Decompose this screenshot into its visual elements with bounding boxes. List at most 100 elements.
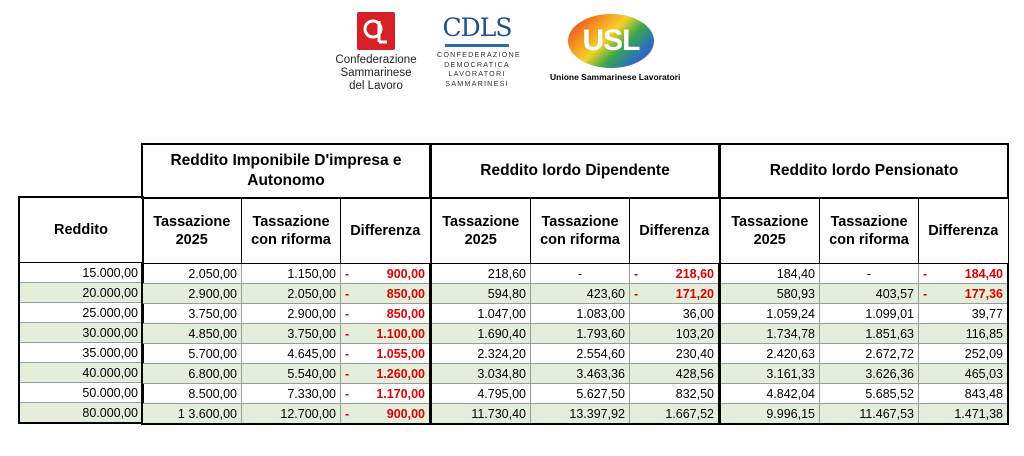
negative-sign: - bbox=[345, 326, 350, 341]
tassazione-riforma-cell: 1.150,00 bbox=[241, 263, 341, 284]
table-row: 594,80 423,60- 171,20 bbox=[430, 283, 720, 304]
tassazione-2025-cell: 1.059,24 bbox=[719, 303, 820, 324]
differenza-cell: - 900,00 bbox=[340, 263, 431, 284]
tassazione-riforma-cell: 5.685,52 bbox=[819, 383, 919, 404]
differenza-value: 1.260,00 bbox=[376, 366, 425, 381]
table-row: 15.000,00 bbox=[18, 262, 144, 283]
differenza-cell: - 1.170,00 bbox=[340, 383, 431, 404]
group-impresa-autonomo: Reddito Imponibile D'impresa e Autonomo … bbox=[141, 143, 431, 425]
csdl-name-line-3: del Lavoro bbox=[349, 80, 403, 92]
table-row: 2.050,00 1.150,00- 900,00 bbox=[141, 263, 431, 284]
reddito-cell: 15.000,00 bbox=[18, 262, 144, 283]
tassazione-riforma-cell: 403,57 bbox=[819, 283, 919, 304]
table-row: 9.996,15 11.467,53 1.471,38 bbox=[719, 403, 1009, 425]
table-row: 580,93 403,57- 177,36 bbox=[719, 283, 1009, 304]
reddito-cell: 50.000,00 bbox=[18, 382, 144, 403]
table-row: 4.795,00 5.627,50 832,50 bbox=[430, 383, 720, 404]
differenza-cell: - 850,00 bbox=[340, 303, 431, 324]
tassazione-riforma-cell: 7.330,00 bbox=[241, 383, 341, 404]
tassazione-2025-cell: 3.750,00 bbox=[141, 303, 242, 324]
usl-logo: USL Unione Sammarinese Lavoratori bbox=[550, 14, 681, 82]
differenza-value: 900,00 bbox=[386, 266, 425, 281]
table-row: 4.850,00 3.750,00- 1.100,00 bbox=[141, 323, 431, 344]
table-row: 25.000,00 bbox=[18, 302, 144, 323]
tassazione-2025-cell: 2.900,00 bbox=[141, 283, 242, 304]
differenza-cell: - 900,00 bbox=[340, 403, 431, 425]
table-row: 30.000,00 bbox=[18, 322, 144, 343]
subheader-tassazione-2025: Tassazione 2025 bbox=[430, 197, 531, 264]
subheader-tassazione-2025: Tassazione 2025 bbox=[141, 197, 242, 264]
differenza-cell: - 1.260,00 bbox=[340, 363, 431, 384]
tassazione-riforma-cell: 1.099,01 bbox=[819, 303, 919, 324]
cdls-sub-line-3: LAVORATORI bbox=[448, 69, 506, 78]
differenza-value: 184,40 bbox=[964, 266, 1003, 281]
tassazione-2025-cell: 3.034,80 bbox=[430, 363, 531, 384]
negative-sign: - bbox=[345, 306, 350, 321]
negative-sign: - bbox=[345, 366, 350, 381]
tassazione-2025-cell: 4.795,00 bbox=[430, 383, 531, 404]
table-row: 184,40- -184,40 bbox=[719, 263, 1009, 284]
differenza-cell: 252,09 bbox=[918, 343, 1009, 364]
tassazione-riforma-cell: 4.645,00 bbox=[241, 343, 341, 364]
table-row: 80.000,00 bbox=[18, 402, 144, 424]
differenza-cell: - 1.055,00 bbox=[340, 343, 431, 364]
negative-sign: - bbox=[634, 266, 639, 281]
tassazione-riforma-cell: 5.540,00 bbox=[241, 363, 341, 384]
cdls-logo: CDLS CONFEDERAZIONE DEMOCRATICA LAVORATO… bbox=[437, 14, 520, 88]
tassazione-2025-cell: 11.730,40 bbox=[430, 403, 531, 425]
usl-sub: Unione Sammarinese Lavoratori bbox=[550, 72, 681, 82]
differenza-cell: 428,56 bbox=[629, 363, 720, 384]
reddito-cell: 40.000,00 bbox=[18, 362, 144, 383]
table-row: 11.730,40 13.397,92 1.667,52 bbox=[430, 403, 720, 425]
reddito-cell: 20.000,00 bbox=[18, 282, 144, 303]
table-row: 2.900,00 2.050,00- 850,00 bbox=[141, 283, 431, 304]
negative-sign: - bbox=[345, 266, 350, 281]
differenza-cell: 230,40 bbox=[629, 343, 720, 364]
reddito-cell: 25.000,00 bbox=[18, 302, 144, 323]
differenza-value: 177,36 bbox=[964, 286, 1003, 301]
differenza-cell: 465,03 bbox=[918, 363, 1009, 384]
tassazione-2025-cell: 1 3.600,00 bbox=[141, 403, 242, 425]
table-row: 2.324,20 2.554,60 230,40 bbox=[430, 343, 720, 364]
tassazione-riforma-cell: 1.083,00 bbox=[530, 303, 630, 324]
differenza-cell: 116,85 bbox=[918, 323, 1009, 344]
tassazione-2025-cell: 2.324,20 bbox=[430, 343, 531, 364]
csdl-logo: Confederazione Sammarinese del Lavoro bbox=[330, 8, 422, 93]
negative-sign: - bbox=[923, 286, 928, 301]
tassazione-riforma-cell: 3.463,36 bbox=[530, 363, 630, 384]
table-row: 3.034,80 3.463,36 428,56 bbox=[430, 363, 720, 384]
tassazione-riforma-cell: 2.672,72 bbox=[819, 343, 919, 364]
differenza-value: 850,00 bbox=[386, 286, 425, 301]
negative-sign: - bbox=[345, 386, 350, 401]
negative-sign: - bbox=[345, 406, 350, 421]
subheader-differenza: Differenza bbox=[918, 197, 1009, 264]
table-row: 218,60- -218,60 bbox=[430, 263, 720, 284]
reddito-cell: 30.000,00 bbox=[18, 322, 144, 343]
table-row: 2.420,63 2.672,72 252,09 bbox=[719, 343, 1009, 364]
differenza-cell: - 177,36 bbox=[918, 283, 1009, 304]
tassazione-2025-cell: 594,80 bbox=[430, 283, 531, 304]
negative-sign: - bbox=[923, 266, 928, 281]
tassazione-2025-cell: 3.161,33 bbox=[719, 363, 820, 384]
tassazione-riforma-cell: 423,60 bbox=[530, 283, 630, 304]
table-row: 40.000,00 bbox=[18, 362, 144, 383]
table-row: 20.000,00 bbox=[18, 282, 144, 303]
differenza-cell: 832,50 bbox=[629, 383, 720, 404]
subheader-tassazione-riforma: Tassazione con riforma bbox=[819, 197, 919, 264]
group-title: Reddito Imponibile D'impresa e Autonomo bbox=[141, 143, 431, 198]
group-title: Reddito lordo Pensionato bbox=[719, 143, 1009, 198]
tassazione-2025-cell: 218,60 bbox=[430, 263, 531, 284]
table-row: 1.059,24 1.099,01 39,77 bbox=[719, 303, 1009, 324]
tassazione-riforma-cell: 3.626,36 bbox=[819, 363, 919, 384]
tassazione-riforma-cell: 3.750,00 bbox=[241, 323, 341, 344]
tassazione-riforma-cell: - bbox=[530, 263, 630, 284]
differenza-cell: 36,00 bbox=[629, 303, 720, 324]
reddito-column: Reddito 15.000,00 20.000,00 25.000,00 30.00… bbox=[18, 196, 144, 424]
differenza-cell: - 171,20 bbox=[629, 283, 720, 304]
tassazione-riforma-cell: 1.851,63 bbox=[819, 323, 919, 344]
tassazione-2025-cell: 1.047,00 bbox=[430, 303, 531, 324]
usl-rainbow-mark-icon: USL bbox=[568, 14, 654, 68]
reddito-cell: 35.000,00 bbox=[18, 342, 144, 363]
tassazione-riforma-cell: 11.467,53 bbox=[819, 403, 919, 425]
differenza-value: 171,20 bbox=[675, 286, 714, 301]
